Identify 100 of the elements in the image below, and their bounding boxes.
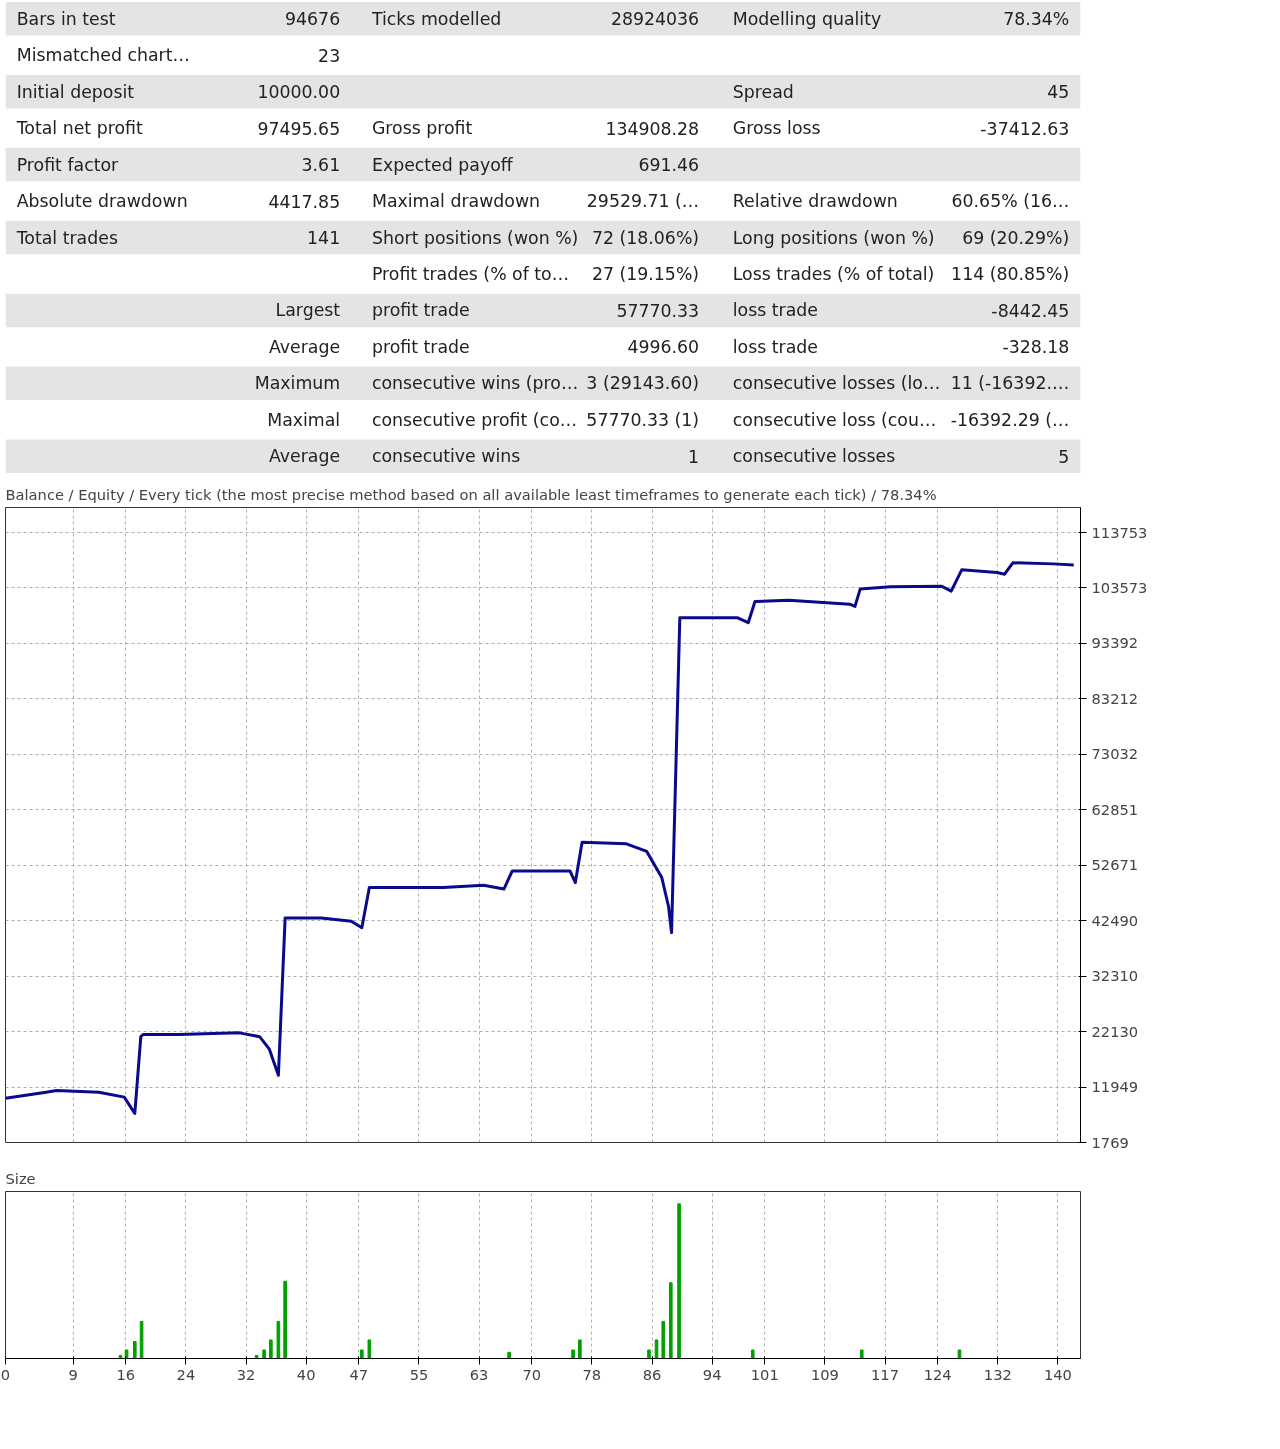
x-tick-label: 78	[582, 1365, 602, 1383]
x-tick-label: 47	[349, 1365, 369, 1383]
text: 57770.33 (1)	[586, 409, 700, 430]
text: Spread	[732, 81, 794, 102]
text: Maximum	[254, 373, 341, 394]
text: Absolute drawdown	[16, 191, 188, 212]
x-tick-label: 140	[1043, 1365, 1072, 1383]
text: 134908.28	[605, 118, 700, 139]
x-tick-label: 132	[983, 1365, 1012, 1383]
text: Mismatched chart…	[16, 45, 190, 66]
x-tick-label: 55	[409, 1365, 429, 1383]
y-tick-label: 103573	[1091, 578, 1148, 596]
text: loss trade	[732, 300, 818, 321]
bar	[269, 1339, 273, 1359]
text: 28924036	[610, 9, 700, 30]
text: 29529.71 (…	[586, 191, 700, 212]
text: 78.34%	[1003, 8, 1070, 29]
text: Total net profit	[16, 118, 143, 139]
text: 60.65% (16…	[951, 191, 1070, 212]
text: Initial deposit	[16, 81, 135, 102]
text: 45	[1047, 82, 1070, 103]
text: Profit trades (% of to…	[371, 263, 570, 284]
x-tick-label: 101	[750, 1365, 779, 1383]
bar	[367, 1339, 372, 1359]
text: Relative drawdown	[732, 191, 898, 212]
y-tick-label: 62851	[1091, 800, 1139, 818]
text: 97495.65	[257, 118, 341, 139]
x-tick-label: 63	[469, 1365, 489, 1383]
text: Average	[269, 446, 341, 467]
y-tick-label: 22130	[1091, 1022, 1139, 1040]
bar	[507, 1351, 511, 1359]
bar	[139, 1320, 144, 1359]
text: 72 (18.06%)	[591, 227, 700, 248]
text: Profit factor	[16, 154, 119, 175]
text: 3.61	[301, 155, 341, 176]
x-tick-label: 70	[522, 1365, 542, 1383]
x-tick-label: 109	[810, 1365, 839, 1383]
x-tick-label: 86	[642, 1365, 662, 1383]
text: 141	[307, 228, 341, 248]
text: 4417.85	[268, 191, 341, 212]
text: Maximal drawdown	[371, 191, 541, 212]
y-tick-label: 93392	[1091, 634, 1139, 652]
y-tick-label: 83212	[1091, 689, 1139, 707]
text: Total trades	[16, 227, 118, 248]
text: 5	[1058, 446, 1070, 467]
bar	[360, 1349, 364, 1359]
y-tick-label: 113753	[1091, 523, 1148, 541]
text: loss trade	[732, 336, 818, 357]
y-tick-label: 73032	[1091, 745, 1139, 763]
text: consecutive loss (cou…	[732, 409, 937, 430]
text: Loss trades (% of total)	[732, 263, 935, 284]
bar	[276, 1320, 281, 1359]
text: 10000.00	[257, 82, 341, 103]
text: 23	[318, 45, 341, 66]
bar	[262, 1349, 266, 1359]
x-tick-label: 0	[0, 1365, 11, 1383]
text: profit trade	[371, 300, 470, 321]
y-tick-label: 1769	[1091, 1133, 1129, 1151]
bar	[750, 1349, 755, 1359]
x-tick-label: 9	[68, 1365, 78, 1383]
chart-title: Balance / Equity / Every tick (the most precise method based on all available least timeframes to generate each tick) / 78.34%	[5, 485, 937, 503]
text: 57770.33	[616, 300, 700, 321]
text: Short positions (won %)	[371, 227, 579, 248]
y-tick-label: 42490	[1091, 911, 1139, 929]
bar	[661, 1320, 666, 1359]
text: Maximal	[267, 409, 341, 430]
line-series	[5, 561, 1076, 1115]
x-tick-label: 117	[871, 1365, 900, 1383]
x-tick-label: 32	[236, 1365, 256, 1383]
text: 11 (-16392.…	[950, 373, 1070, 394]
x-tick-label: 94	[702, 1365, 722, 1383]
bar	[578, 1339, 582, 1359]
chart-title: Size	[5, 1169, 36, 1187]
text: Long positions (won %)	[732, 227, 935, 248]
text: 691.46	[638, 155, 700, 176]
text: 114 (80.85%)	[951, 263, 1070, 284]
text: 69 (20.29%)	[962, 227, 1070, 248]
bar	[283, 1280, 287, 1359]
text: Expected payoff	[371, 154, 513, 175]
bar	[254, 1354, 259, 1359]
text: -37412.63	[980, 118, 1070, 139]
y-tick-label: 32310	[1091, 967, 1139, 985]
y-tick-label: 11949	[1091, 1078, 1139, 1096]
bar	[677, 1203, 681, 1359]
text: 1	[688, 446, 700, 467]
bar	[668, 1282, 673, 1359]
text: Gross loss	[732, 118, 821, 139]
x-tick-label: 24	[176, 1365, 196, 1383]
text: Ticks modelled	[371, 8, 502, 29]
text: 4996.60	[627, 337, 700, 358]
y-tick-label: 52671	[1091, 856, 1139, 874]
bar	[647, 1349, 651, 1359]
text: -8442.45	[991, 300, 1070, 321]
text: consecutive wins	[371, 446, 521, 467]
text: profit trade	[371, 336, 470, 357]
bar	[132, 1340, 137, 1359]
text: Modelling quality	[732, 8, 882, 29]
text: Largest	[275, 300, 341, 321]
text: Bars in test	[16, 8, 116, 29]
bar	[571, 1349, 575, 1359]
